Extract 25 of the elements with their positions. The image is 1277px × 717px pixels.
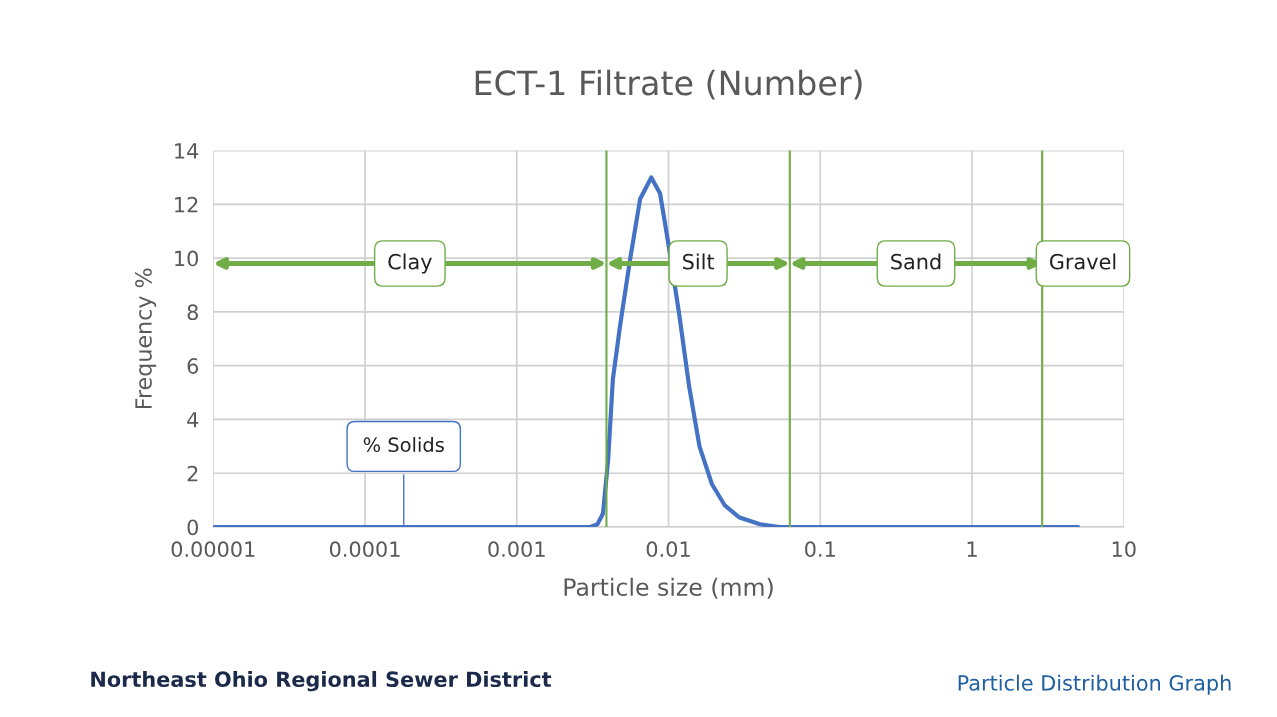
x-tick-label: 0.001 [488, 541, 545, 558]
x-tick-label: 0.0001 [329, 541, 400, 558]
annotation: Clay [388, 253, 432, 274]
x-tick-label: 0.1 [805, 541, 835, 558]
y-tick-label: 0 [187, 519, 198, 536]
x-axis-title: Particle size (mm) [564, 577, 773, 599]
annotation: Silt [683, 253, 715, 270]
y-tick-label: 10 [175, 250, 198, 267]
x-tick-label: 1 [967, 541, 977, 557]
y-tick-label: 6 [187, 358, 199, 374]
x-tick-label: 0.00001 [171, 541, 255, 558]
y-tick-label: 4 [187, 412, 199, 428]
text: Particle Distribution Graph [958, 674, 1231, 695]
chart-title: ECT-1 Filtrate (Number) [475, 69, 862, 100]
y-tick-label: 8 [187, 304, 198, 321]
annotation: Sand [891, 253, 941, 270]
y-tick-label: 12 [175, 196, 198, 213]
y-tick-label: 2 [187, 465, 198, 482]
annotation: % Solids [363, 437, 444, 453]
y-tick-label: 14 [175, 143, 199, 159]
x-tick-label: 0.01 [646, 541, 690, 558]
x-tick-label: 10 [1112, 541, 1136, 558]
text: Northeast Ohio Regional Sewer District [91, 670, 552, 692]
y-axis-title: Frequency % [135, 268, 157, 409]
annotation: Gravel [1049, 253, 1116, 270]
